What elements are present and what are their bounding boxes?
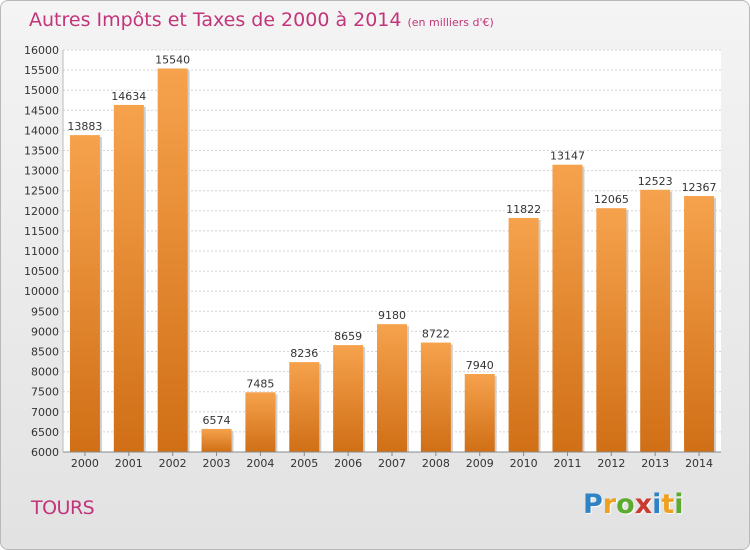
logo-letter: i <box>652 489 662 520</box>
y-tick-label: 8500 <box>31 346 59 359</box>
bar-value-label: 9180 <box>378 309 406 322</box>
x-tick-label: 2005 <box>290 457 318 470</box>
x-tick-label: 2011 <box>553 457 581 470</box>
y-tick-label: 7500 <box>31 386 59 399</box>
logo-letter: P <box>583 489 603 520</box>
chart-subtitle: (en milliers d'€) <box>407 16 494 29</box>
y-tick-label: 15500 <box>24 64 59 77</box>
bar-value-label: 15540 <box>155 53 190 66</box>
bar-value-label: 8659 <box>334 330 362 343</box>
bar-value-label: 6574 <box>203 414 231 427</box>
x-tick-label: 2009 <box>466 457 494 470</box>
y-tick-label: 6000 <box>31 446 59 459</box>
x-tick-label: 2003 <box>203 457 231 470</box>
y-tick-label: 14500 <box>24 104 59 117</box>
x-tick-label: 2014 <box>685 457 713 470</box>
bar-value-label: 7485 <box>246 377 274 390</box>
y-tick-label: 8000 <box>31 366 59 379</box>
y-tick-label: 12000 <box>24 205 59 218</box>
logo-letter: r <box>602 489 617 520</box>
bars <box>69 68 717 453</box>
bar <box>113 104 144 452</box>
bar <box>245 392 276 452</box>
x-tick-label: 2000 <box>71 457 99 470</box>
bar <box>596 208 627 452</box>
x-tick-label: 2012 <box>597 457 625 470</box>
y-tick-label: 14000 <box>24 124 59 137</box>
y-tick-label: 13000 <box>24 165 59 178</box>
y-tick-label: 16000 <box>24 44 59 57</box>
logo-letter: i <box>674 489 684 520</box>
y-tick-label: 11000 <box>24 245 59 258</box>
proxiti-logo: Proxiti <box>583 489 684 520</box>
x-tick-label: 2004 <box>246 457 274 470</box>
x-tick-label: 2013 <box>641 457 669 470</box>
bar <box>377 324 407 452</box>
bar <box>333 345 364 452</box>
bar-value-label: 11822 <box>506 203 541 216</box>
y-tick-label: 7000 <box>31 406 59 419</box>
y-tick-label: 13500 <box>24 145 59 158</box>
chart-title: Autres Impôts et Taxes de 2000 à 2014 (en… <box>29 9 494 31</box>
y-tick-label: 15000 <box>24 84 59 97</box>
bar <box>69 135 100 452</box>
y-tick-label: 10500 <box>24 265 59 278</box>
bar <box>201 428 232 452</box>
bar <box>464 374 495 452</box>
bar-value-label: 8722 <box>422 328 450 341</box>
commune-name: TOURS <box>31 497 95 519</box>
x-tick-label: 2008 <box>422 457 450 470</box>
bar-value-label: 12367 <box>682 181 717 194</box>
bar-value-label: 14634 <box>111 90 146 103</box>
chart-title-text: Autres Impôts et Taxes de 2000 à 2014 <box>29 9 402 31</box>
bar-value-label: 13147 <box>550 150 585 163</box>
bar <box>289 362 320 452</box>
bar <box>508 217 539 452</box>
x-tick-label: 2010 <box>510 457 538 470</box>
bar-value-label: 13883 <box>67 120 102 133</box>
bar <box>157 68 188 452</box>
bar-value-label: 12523 <box>638 175 673 188</box>
logo-letter: x <box>634 489 653 520</box>
bar <box>684 196 715 452</box>
x-tick-label: 2006 <box>334 457 362 470</box>
y-tick-label: 6500 <box>31 426 59 439</box>
x-tick-label: 2002 <box>159 457 187 470</box>
x-tick-label: 2007 <box>378 457 406 470</box>
logo-letter: t <box>661 489 675 520</box>
x-tick-label: 2001 <box>115 457 143 470</box>
y-tick-label: 9000 <box>31 325 59 338</box>
y-tick-label: 12500 <box>24 185 59 198</box>
y-tick-label: 11500 <box>24 225 59 238</box>
bar <box>552 164 583 452</box>
bar-value-label: 7940 <box>466 359 494 372</box>
bar-value-label: 12065 <box>594 193 629 206</box>
y-axis-ticks: 6000 6500 7000 7500 8000 8500 9000 9500 10000 105… <box>24 44 59 459</box>
y-tick-label: 10000 <box>24 285 59 298</box>
y-tick-label: 9500 <box>31 305 59 318</box>
data-labels: 13883 14634 15540 6574 7485 8236 8659 9180 8722 7… <box>67 53 716 426</box>
bar <box>420 342 451 452</box>
x-axis-ticks: 2000 2001 2002 2003 2004 2005 2006 2007 2008 2009… <box>71 452 713 470</box>
bar <box>640 189 671 453</box>
logo-letter: o <box>616 489 635 520</box>
bar-value-label: 8236 <box>290 347 318 360</box>
